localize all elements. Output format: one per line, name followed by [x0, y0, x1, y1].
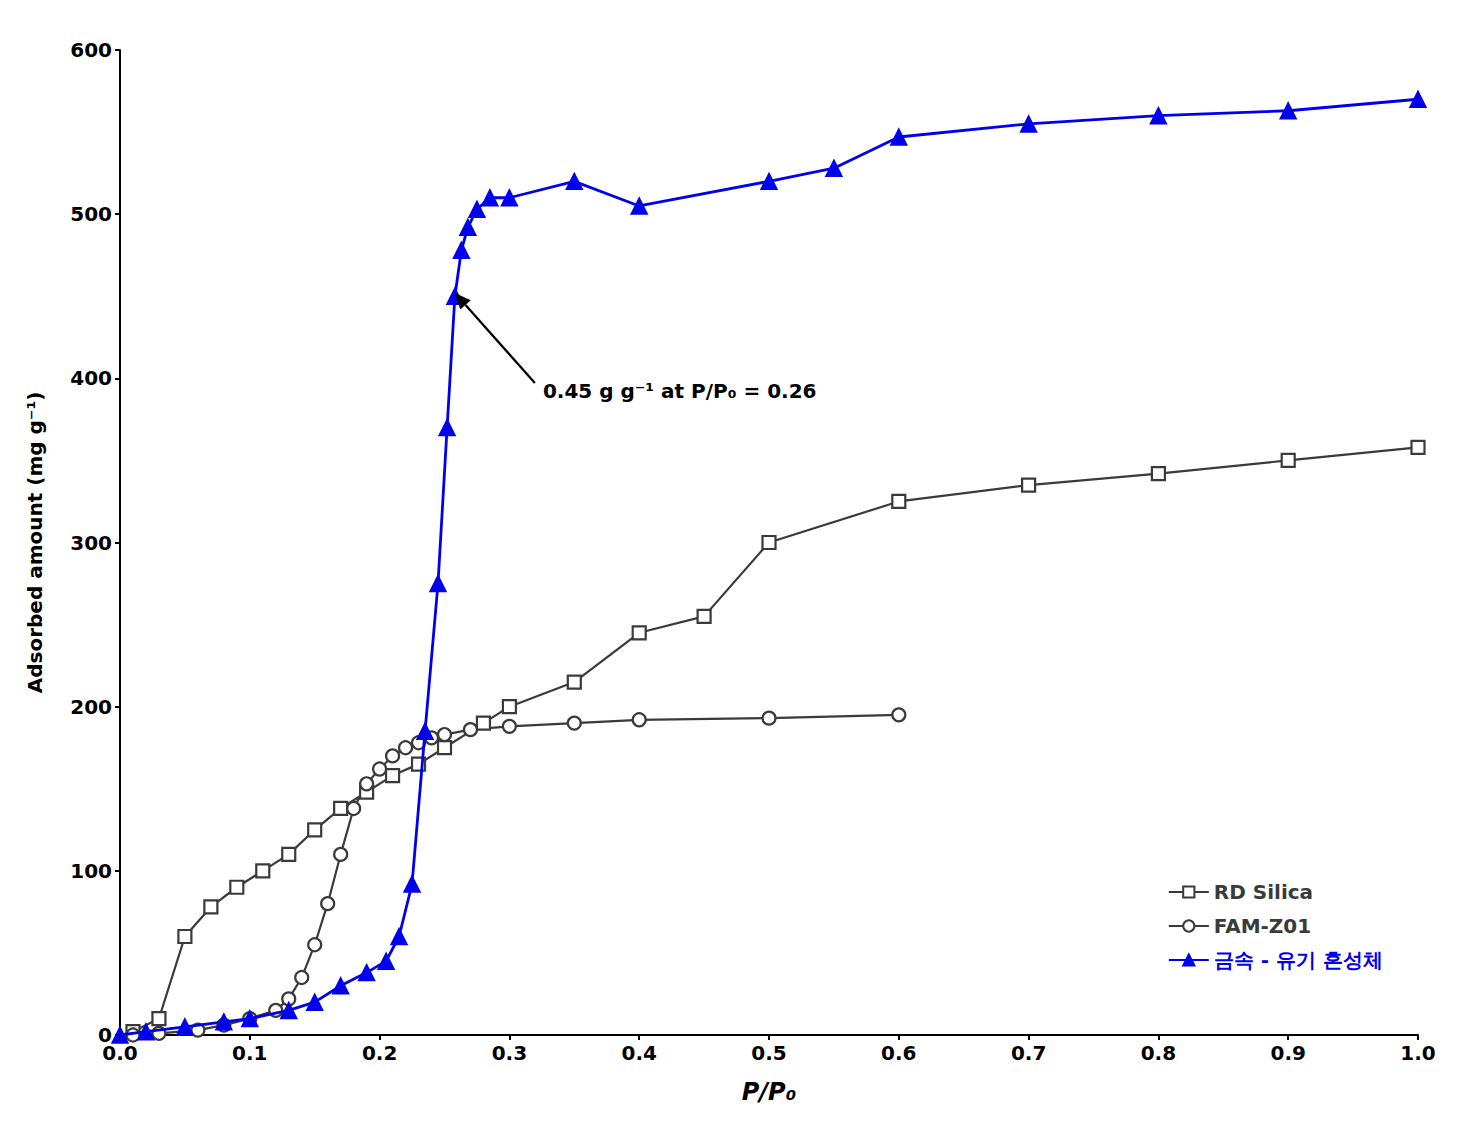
svg-text:0.5: 0.5 [751, 1041, 786, 1065]
svg-text:0.45 g g⁻¹ at P/P₀ = 0.26: 0.45 g g⁻¹ at P/P₀ = 0.26 [543, 379, 817, 403]
svg-text:1.0: 1.0 [1400, 1041, 1435, 1065]
svg-text:0.6: 0.6 [881, 1041, 916, 1065]
svg-text:금속 - 유기 혼성체: 금속 - 유기 혼성체 [1214, 948, 1383, 972]
svg-text:0.9: 0.9 [1270, 1041, 1305, 1065]
svg-text:0.3: 0.3 [492, 1041, 527, 1065]
svg-text:0.7: 0.7 [1011, 1041, 1046, 1065]
svg-text:100: 100 [70, 859, 112, 883]
svg-text:Adsorbed amount (mg g⁻¹): Adsorbed amount (mg g⁻¹) [23, 392, 47, 694]
svg-text:600: 600 [70, 38, 112, 62]
svg-text:0: 0 [98, 1023, 112, 1047]
svg-text:0.2: 0.2 [362, 1041, 397, 1065]
svg-text:200: 200 [70, 695, 112, 719]
svg-text:RD Silica: RD Silica [1214, 880, 1313, 904]
svg-text:P/P₀: P/P₀ [742, 1078, 797, 1106]
svg-text:FAM-Z01: FAM-Z01 [1214, 914, 1311, 938]
svg-text:0.1: 0.1 [232, 1041, 267, 1065]
svg-text:0.4: 0.4 [621, 1041, 656, 1065]
svg-text:300: 300 [70, 531, 112, 555]
svg-text:400: 400 [70, 366, 112, 390]
svg-text:0.0: 0.0 [102, 1041, 137, 1065]
svg-text:0.8: 0.8 [1141, 1041, 1176, 1065]
svg-text:500: 500 [70, 202, 112, 226]
